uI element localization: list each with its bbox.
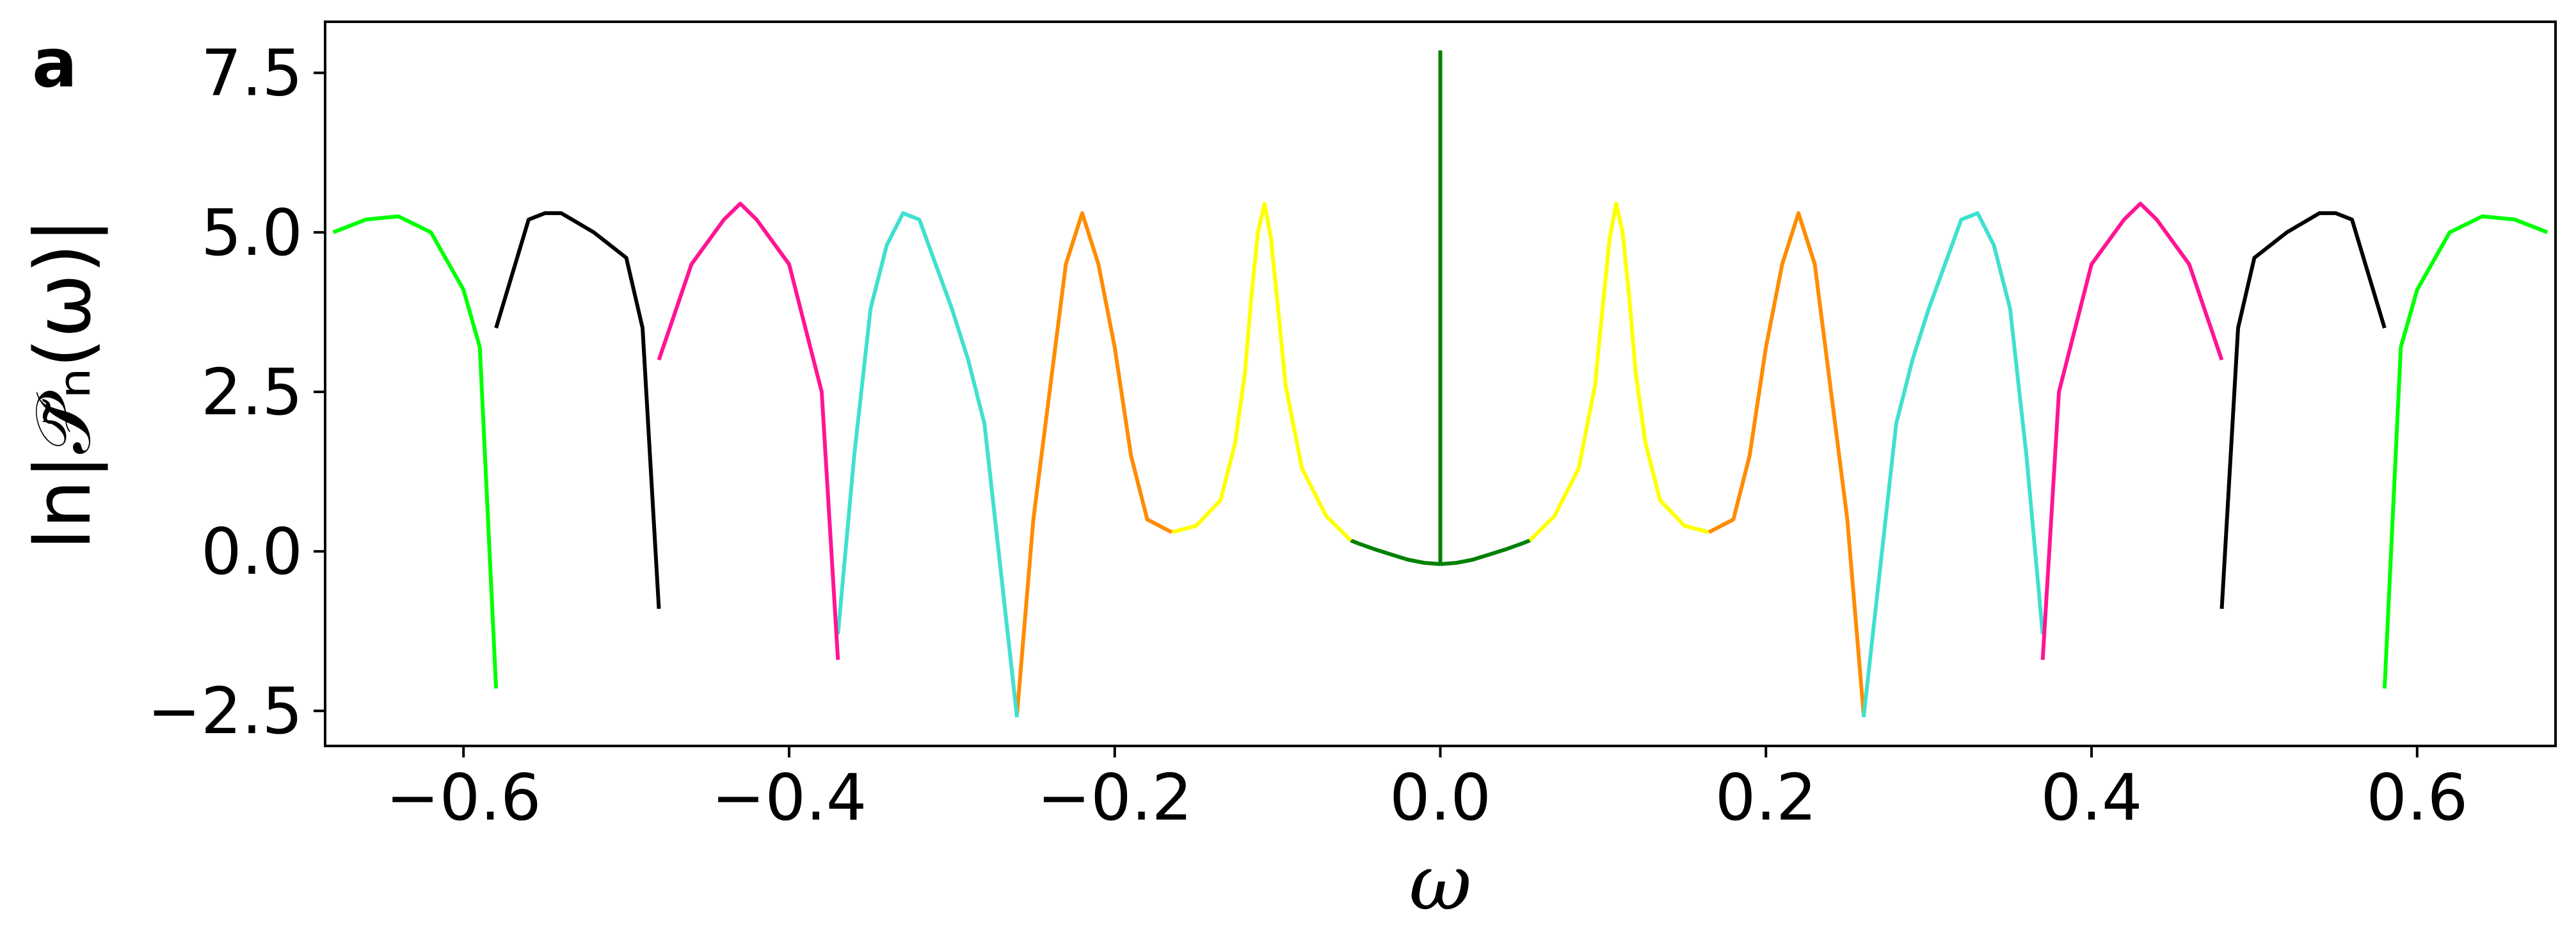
panel-label: a (32, 24, 77, 102)
series-line-pos-5 (2040, 202, 2224, 660)
y-tick-label: 0.0 (201, 514, 303, 589)
x-tick-label: −0.4 (712, 760, 867, 835)
x-tick-label: −0.6 (386, 760, 541, 835)
series-line-neg-2 (1171, 202, 1352, 542)
y-axis: −2.5 0.0 2.5 5.0 7.5 (147, 36, 325, 749)
x-tick-label: 0.0 (1389, 760, 1491, 835)
y-tick-label: −2.5 (147, 674, 303, 749)
series-line-neg-5 (657, 202, 840, 660)
series-line-pos-4 (1861, 211, 2045, 718)
x-tick-label: 0.6 (2366, 760, 2468, 835)
x-tick-label: −0.2 (1037, 760, 1192, 835)
series-line-neg-3 (1015, 211, 1173, 715)
series-line-neg-4 (836, 211, 1020, 718)
series-line-neg-7 (332, 214, 499, 689)
y-tick-label: 5.0 (201, 195, 303, 270)
series-line-pos-2 (1528, 202, 1709, 542)
plot-series-layer (332, 50, 2548, 718)
y-tick-label: 2.5 (201, 355, 303, 430)
series-line-pos-6 (2220, 211, 2387, 609)
x-tick-label: 0.2 (1715, 760, 1817, 835)
y-axis-label: ln|𝒫̃ₙ(ω)| (19, 218, 108, 550)
series-line-pos-7 (2382, 214, 2548, 689)
x-axis-label: ω (1409, 839, 1472, 928)
y-tick-label: 7.5 (201, 36, 303, 111)
series-line-neg-0 (1350, 538, 1441, 566)
series-line-pos-0 (1440, 538, 1531, 566)
series-line-pos-3 (1708, 211, 1866, 715)
series-line-neg-6 (494, 211, 661, 609)
x-tick-label: 0.4 (2040, 760, 2142, 835)
x-axis: −0.6 −0.4 −0.2 0.0 0.2 0.4 0.6 (386, 746, 2468, 835)
